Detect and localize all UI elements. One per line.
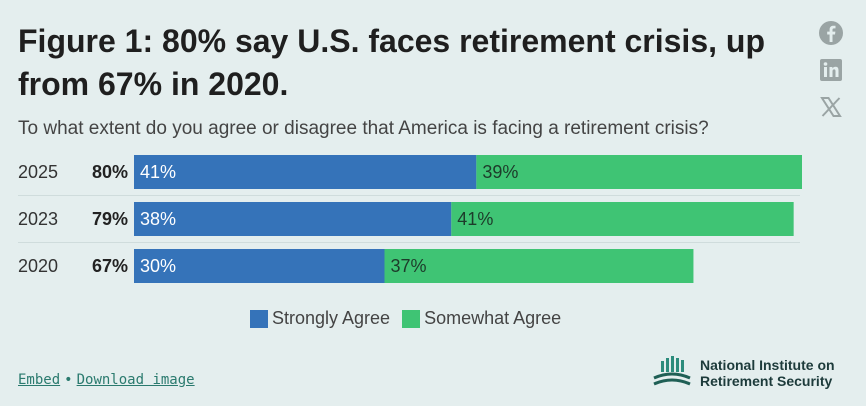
brand-name-line2: Retirement Security: [700, 373, 833, 389]
data-label-somewhat-2020: 37%: [391, 256, 427, 276]
footer-separator: •: [64, 372, 73, 388]
data-label-strongly-2023: 38%: [140, 209, 176, 229]
category-label-2023: 2023: [18, 209, 58, 229]
bar-strongly-2020: [134, 249, 385, 283]
bar-strongly-2025: [134, 155, 477, 189]
legend-label-somewhat-agree: Somewhat Agree: [424, 308, 562, 328]
data-label-strongly-2020: 30%: [140, 256, 176, 276]
legend-item-strongly-agree: Strongly Agree: [250, 308, 390, 329]
category-label-2025: 2025: [18, 162, 58, 182]
bar-somewhat-2025: [476, 155, 802, 189]
embed-link[interactable]: Embed: [18, 372, 61, 388]
brand-name: National Institute on Retirement Securit…: [700, 357, 835, 389]
total-label-2020: 67%: [92, 256, 128, 276]
bar-somewhat-2020: [384, 249, 694, 283]
brand-name-line1: National Institute on: [700, 357, 835, 373]
legend-label-strongly-agree: Strongly Agree: [272, 308, 391, 328]
data-label-somewhat-2023: 41%: [457, 209, 493, 229]
total-label-2023: 79%: [92, 209, 128, 229]
data-label-somewhat-2025: 39%: [482, 162, 518, 182]
linkedin-icon[interactable]: [818, 57, 844, 83]
legend-swatch-somewhat-agree: [402, 309, 421, 328]
bar-strongly-2023: [134, 202, 452, 236]
download-image-link[interactable]: Download image: [76, 372, 195, 388]
data-label-strongly-2025: 41%: [140, 162, 176, 182]
x-icon[interactable]: [818, 94, 844, 120]
bar-chart: 2025 80% 41% 39% 2023 79% 38% 41% 2020 67% 30% 37%: [18, 155, 802, 283]
nirs-logo-icon: [653, 356, 691, 386]
share-bar: [818, 20, 844, 131]
facebook-icon[interactable]: [818, 20, 844, 46]
chart-subtitle: To what extent do you agree or disagree …: [18, 118, 709, 139]
legend: Strongly Agree Somewhat Agree: [250, 308, 573, 329]
category-label-2020: 2020: [18, 256, 58, 276]
legend-swatch-strongly-agree: [250, 309, 268, 328]
legend-item-somewhat-agree: Somewhat Agree: [402, 308, 561, 329]
total-label-2025: 80%: [92, 162, 128, 182]
chart-title: Figure 1: 80% say U.S. faces retirement …: [18, 23, 765, 102]
footer-links: Embed • Download image: [18, 372, 195, 388]
brand: National Institute on Retirement Securit…: [652, 356, 835, 390]
bar-somewhat-2023: [451, 202, 794, 236]
